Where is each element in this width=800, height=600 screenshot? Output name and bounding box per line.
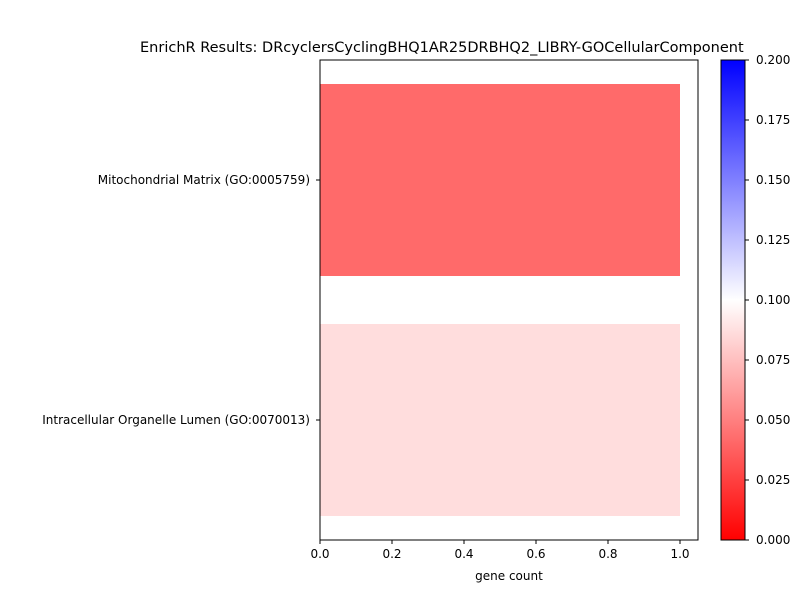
x-tick-label: 0.6 bbox=[526, 547, 545, 561]
colorbar-tick-label: 0.200 bbox=[756, 53, 790, 67]
y-tick-label: Intracellular Organelle Lumen (GO:007001… bbox=[42, 413, 310, 427]
bars-group bbox=[320, 84, 680, 516]
y-axis-ticks: Mitochondrial Matrix (GO:0005759) Intrace… bbox=[42, 173, 320, 427]
colorbar-tick-label: 0.050 bbox=[756, 413, 790, 427]
x-tick-label: 0.2 bbox=[382, 547, 401, 561]
colorbar-ticks: 0.000 0.025 0.050 0.075 0.100 0.125 0.150 0.175… bbox=[745, 53, 790, 547]
colorbar-tick-label: 0.000 bbox=[756, 533, 790, 547]
colorbar-tick-label: 0.100 bbox=[756, 293, 790, 307]
colorbar-tick-label: 0.150 bbox=[756, 173, 790, 187]
bar bbox=[320, 84, 680, 276]
bar bbox=[320, 324, 680, 516]
x-axis-label: gene count bbox=[475, 569, 543, 583]
chart-title: EnrichR Results: DRcyclersCyclingBHQ1AR2… bbox=[140, 40, 744, 56]
x-tick-label: 0.8 bbox=[598, 547, 617, 561]
x-tick-label: 0.4 bbox=[454, 547, 473, 561]
colorbar-tick-label: 0.025 bbox=[756, 473, 790, 487]
colorbar-tick-label: 0.125 bbox=[756, 233, 790, 247]
x-tick-label: 1.0 bbox=[670, 547, 689, 561]
y-tick-label: Mitochondrial Matrix (GO:0005759) bbox=[98, 173, 310, 187]
colorbar-tick-label: 0.175 bbox=[756, 113, 790, 127]
x-axis-ticks: 0.0 0.2 0.4 0.6 0.8 1.0 bbox=[310, 540, 690, 561]
x-tick-label: 0.0 bbox=[310, 547, 329, 561]
plot-frame bbox=[319, 59, 699, 541]
colorbar-tick-label: 0.075 bbox=[756, 353, 790, 367]
colorbar bbox=[720, 59, 746, 541]
